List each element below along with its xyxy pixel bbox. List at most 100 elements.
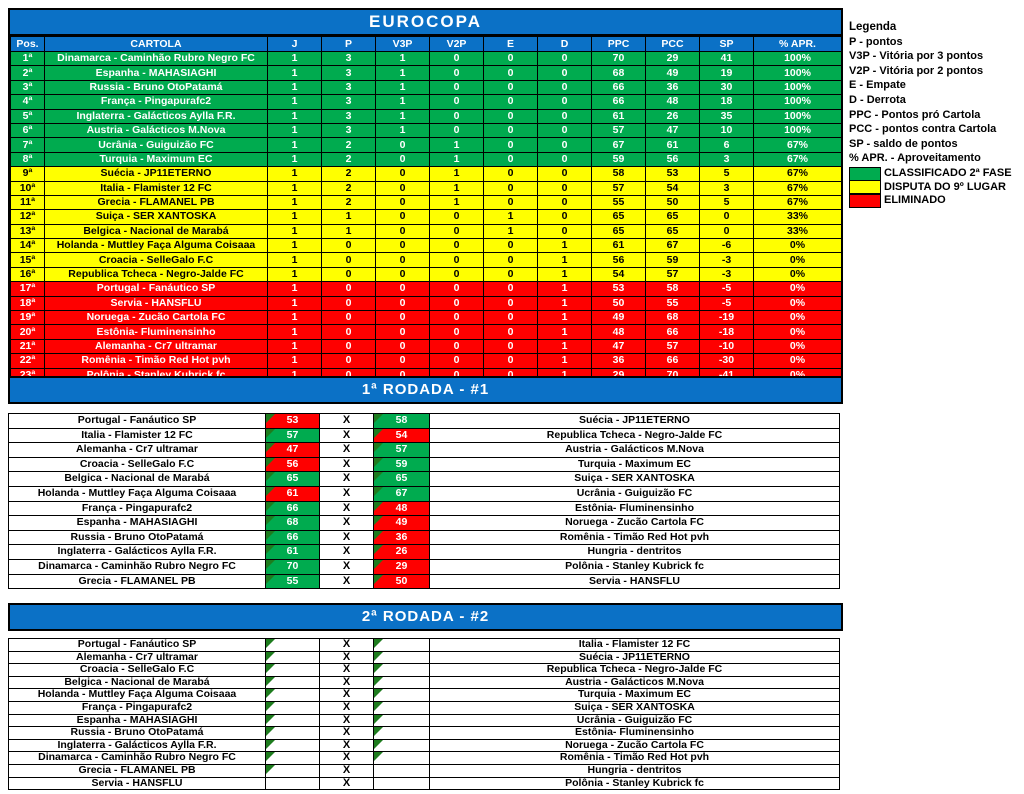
eurocopa-title: EUROCOPA [10, 10, 841, 36]
versus-cell: X [319, 544, 374, 560]
away-score-cell: 48 [373, 500, 430, 517]
position-cell: 3ª [10, 79, 45, 96]
away-score-cell [373, 713, 430, 728]
sp-cell: 18 [699, 94, 754, 110]
match-row: Holanda - Muttley Faça Alguma Coisaaa 61… [8, 485, 840, 502]
away-score-cell [373, 738, 430, 753]
home-score-cell [265, 675, 320, 690]
sp-cell: -18 [699, 324, 754, 340]
pcc-cell: 57 [645, 266, 700, 283]
away-team-cell: Polônia - Stanley Kubrick fc [429, 558, 840, 575]
match-row: França - Pingapurafc2 66 X 48 Estônia- F… [8, 500, 840, 517]
standings-row: 16ª Republica Tcheca - Negro-Jalde FC 1 … [10, 266, 842, 283]
d-cell: 0 [537, 122, 592, 139]
j-cell: 1 [267, 94, 322, 110]
apr-cell: 67% [753, 194, 842, 211]
versus-cell: X [319, 413, 374, 429]
home-score-cell: 65 [265, 471, 320, 487]
versus-cell: X [319, 573, 374, 590]
v3p-cell: 0 [375, 194, 430, 211]
p-cell: 0 [321, 266, 376, 283]
j-cell: 1 [267, 281, 322, 297]
ppc-cell: 61 [591, 108, 646, 124]
v3p-cell: 0 [375, 223, 430, 240]
j-cell: 1 [267, 108, 322, 124]
position-cell: 9ª [10, 166, 45, 182]
versus-cell: X [319, 471, 374, 487]
away-team-cell: Hungria - dentritos [429, 763, 840, 778]
v3p-cell: 0 [375, 338, 430, 355]
zone-label: ELIMINADO [884, 194, 946, 207]
v3p-cell: 1 [375, 94, 430, 110]
standings-row: 1ª Dinamarca - Caminhão Rubro Negro FC 1… [10, 50, 842, 67]
away-score-cell [373, 726, 430, 740]
cartola-cell: França - Pingapurafc2 [44, 94, 268, 110]
position-cell: 20ª [10, 324, 45, 340]
away-team-cell: Suiça - SER XANTOSKA [429, 700, 840, 715]
ppc-cell: 50 [591, 295, 646, 312]
apr-cell: 33% [753, 209, 842, 225]
v3p-cell: 0 [375, 252, 430, 268]
col-header-v2p: V2P [429, 36, 484, 52]
sp-cell: 0 [699, 209, 754, 225]
d-cell: 1 [537, 295, 592, 312]
standings-row: 21ª Alemanha - Cr7 ultramar 1 0 0 0 0 1 … [10, 338, 842, 355]
sp-cell: 19 [699, 65, 754, 81]
match-row: Croacia - SelleGalo F.C 56 X 59 Turquia … [8, 456, 840, 473]
p-cell: 0 [321, 295, 376, 312]
home-team-cell: Servia - HANSFLU [8, 776, 266, 791]
cartola-cell: Belgica - Nacional de Marabá [44, 223, 268, 240]
v3p-cell: 0 [375, 151, 430, 168]
ppc-cell: 47 [591, 338, 646, 355]
legend-item: PPC - Pontos pró Cartola [849, 108, 981, 121]
v2p-cell: 1 [429, 180, 484, 196]
sp-cell: 10 [699, 122, 754, 139]
ppc-cell: 65 [591, 209, 646, 225]
home-score-cell: 61 [265, 485, 320, 502]
e-cell: 0 [483, 137, 538, 153]
round1-banner: 1ª RODADA - #1 [8, 376, 843, 404]
home-score-cell: 61 [265, 544, 320, 560]
pcc-cell: 55 [645, 295, 700, 312]
sp-cell: 5 [699, 194, 754, 211]
home-team-cell: Holanda - Muttley Faça Alguma Coisaaa [8, 485, 266, 502]
match-row: Portugal - Fanáutico SP X Italia - Flami… [8, 638, 840, 652]
position-cell: 18ª [10, 295, 45, 312]
away-score-cell: 36 [373, 529, 430, 546]
pcc-cell: 47 [645, 122, 700, 139]
zone-color-swatch [849, 180, 881, 195]
home-score-cell: 66 [265, 500, 320, 517]
away-score-cell: 54 [373, 427, 430, 444]
standings-row: 18ª Servia - HANSFLU 1 0 0 0 0 1 50 55 -… [10, 295, 842, 312]
position-cell: 4ª [10, 94, 45, 110]
legend: Legenda P - pontos V3P - Vitória por 3 p… [849, 20, 1012, 208]
apr-cell: 0% [753, 353, 842, 369]
j-cell: 1 [267, 338, 322, 355]
ppc-cell: 58 [591, 166, 646, 182]
apr-cell: 67% [753, 151, 842, 168]
j-cell: 1 [267, 79, 322, 96]
standings-row: 20ª Estônia- Fluminensinho 1 0 0 0 0 1 4… [10, 324, 842, 340]
v2p-cell: 1 [429, 137, 484, 153]
j-cell: 1 [267, 194, 322, 211]
col-header-p: P [321, 36, 376, 52]
home-team-cell: Croacia - SelleGalo F.C [8, 456, 266, 473]
e-cell: 0 [483, 180, 538, 196]
ppc-cell: 66 [591, 79, 646, 96]
p-cell: 3 [321, 94, 376, 110]
versus-cell: X [319, 442, 374, 458]
col-header-d: D [537, 36, 592, 52]
cartola-cell: Italia - Flamister 12 FC [44, 180, 268, 196]
apr-cell: 100% [753, 94, 842, 110]
position-cell: 10ª [10, 180, 45, 196]
d-cell: 0 [537, 65, 592, 81]
position-cell: 11ª [10, 194, 45, 211]
p-cell: 0 [321, 310, 376, 326]
j-cell: 1 [267, 310, 322, 326]
cartola-cell: Suiça - SER XANTOSKA [44, 209, 268, 225]
legend-zone-row: DISPUTA DO 9º LUGAR [849, 180, 1012, 195]
away-score-cell: 29 [373, 558, 430, 575]
sp-cell: -5 [699, 281, 754, 297]
position-cell: 5ª [10, 108, 45, 124]
ppc-cell: 57 [591, 180, 646, 196]
